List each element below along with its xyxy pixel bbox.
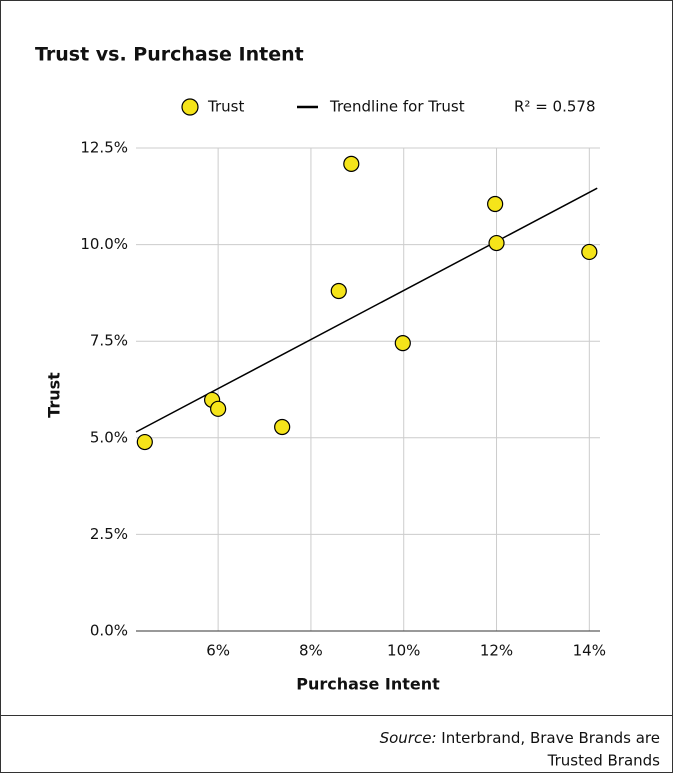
y-tick-label: 5.0%: [90, 428, 128, 446]
chart-title: Trust vs. Purchase Intent: [35, 44, 304, 66]
source-label: Source:: [380, 729, 437, 747]
y-tick-label: 2.5%: [90, 525, 128, 543]
legend-label: Trust: [207, 98, 244, 116]
legend-label: Trendline for Trust: [329, 98, 465, 116]
y-axis-title: Trust: [45, 372, 64, 418]
x-axis-title: Purchase Intent: [296, 675, 440, 694]
source-text: Trusted Brands: [547, 752, 661, 770]
point: [394, 335, 411, 352]
point: [581, 243, 598, 261]
y-tick-label: 12.5%: [80, 139, 128, 157]
point: [274, 418, 291, 436]
y-tick-label: 10.0%: [80, 235, 128, 253]
point: [136, 433, 153, 451]
x-tick-label: 14%: [573, 642, 606, 660]
source: Source: Interbrand, Brave Brands are: [380, 729, 660, 747]
y-tick-label: 7.5%: [90, 332, 128, 350]
x-tick-label: 12%: [480, 642, 513, 660]
point: [488, 234, 505, 252]
source-text: Interbrand, Brave Brands are: [441, 729, 660, 747]
point: [210, 400, 227, 417]
x-tick-label: 6%: [206, 642, 230, 660]
r2-label: R² = 0.578: [514, 98, 595, 116]
point: [343, 155, 360, 172]
x-tick-label: 10%: [387, 642, 420, 660]
point: [487, 195, 504, 213]
trendline: [135, 187, 598, 433]
x-tick-label: 8%: [299, 642, 323, 660]
point: [330, 282, 347, 300]
y-tick-label: 0.0%: [90, 622, 128, 640]
legend-marker: [181, 98, 199, 116]
